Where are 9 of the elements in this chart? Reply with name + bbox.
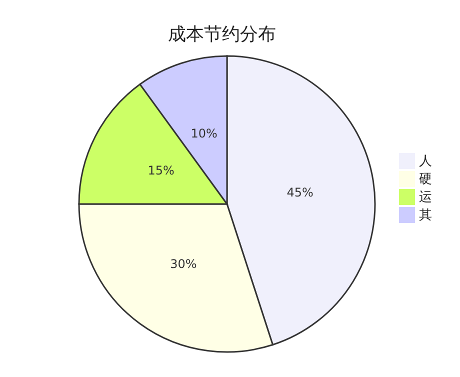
- data-label: 10%: [190, 126, 218, 141]
- data-label: 30%: [170, 256, 197, 271]
- legend-label: 硬: [419, 171, 432, 188]
- chart-title: 成本节约分布: [168, 24, 276, 45]
- slice-label: 人: [419, 153, 432, 170]
- legend-label: 运: [419, 189, 432, 206]
- legend-label: 其: [419, 207, 432, 224]
- data-label: 45%: [286, 185, 314, 200]
- data-label: 15%: [148, 163, 174, 178]
